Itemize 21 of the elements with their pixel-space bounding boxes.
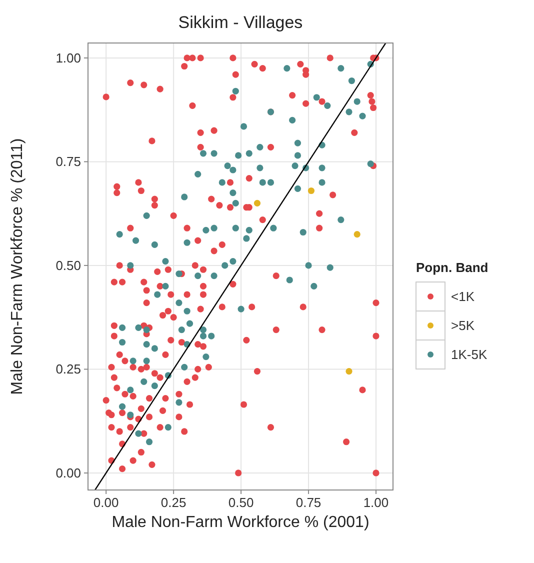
x-axis-title: Male Non-Farm Workforce % (2001)	[112, 514, 370, 531]
y-tick-label: 0.75	[56, 154, 81, 170]
point	[346, 368, 352, 375]
x-tick-label: 0.75	[296, 495, 322, 510]
x-tick-label: 0.00	[93, 495, 119, 510]
point	[354, 231, 360, 238]
y-tick-label: 0.00	[56, 465, 81, 480]
point	[308, 187, 315, 194]
y-tick-label: 0.50	[56, 258, 81, 273]
y-tick-label: 0.25	[56, 362, 81, 377]
legend-label: >5K	[451, 318, 475, 333]
x-tick-label: 0.50	[228, 495, 254, 510]
legend-label: <1K	[451, 289, 475, 304]
y-tick-label: 1.00	[56, 50, 81, 66]
legend-title: Popn. Band	[416, 260, 488, 275]
y-axis-title: Male Non-Farm Workforce % (2011)	[9, 138, 26, 395]
x-tick-label: 0.25	[160, 495, 186, 510]
x-tick-label: 1.00	[363, 495, 389, 510]
legend-label: 1K-5K	[451, 347, 488, 362]
point	[254, 200, 261, 207]
chart-title: Sikkim - Villages	[178, 13, 303, 32]
